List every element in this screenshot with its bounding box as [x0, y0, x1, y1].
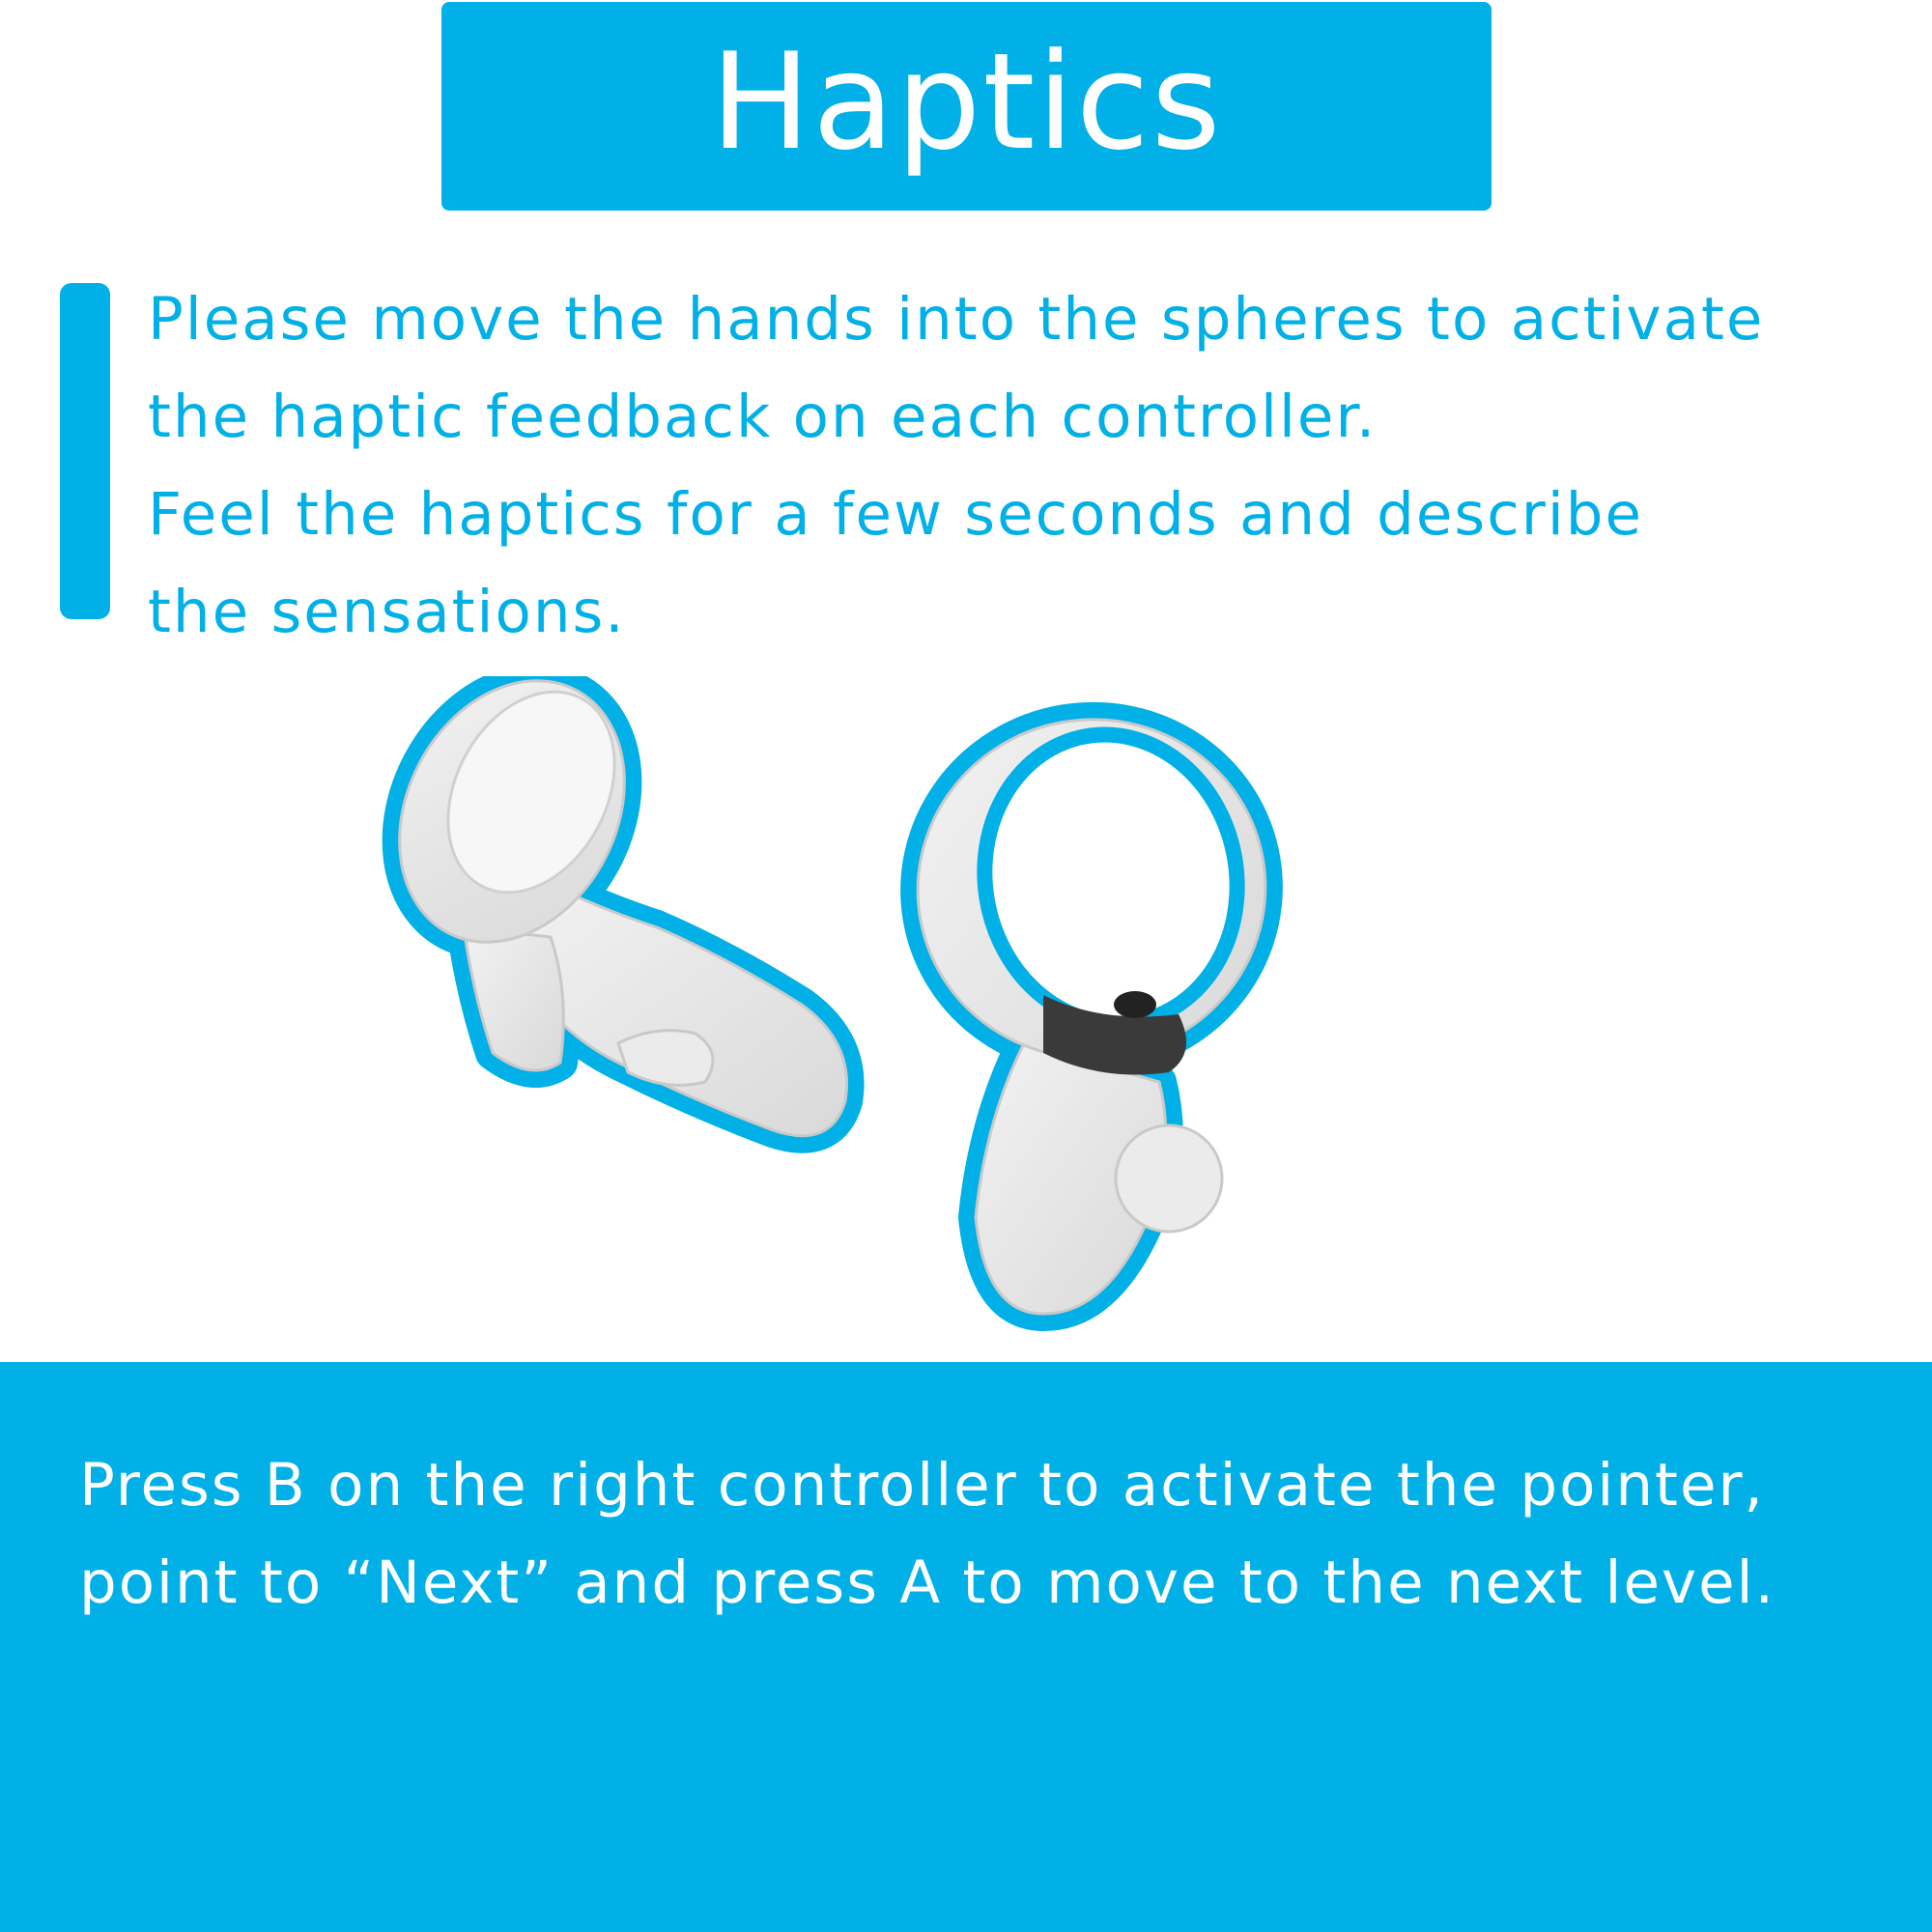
footer-instructions: Press B on the right controller to activ…	[79, 1436, 1915, 1632]
title-banner: Haptics	[441, 2, 1492, 211]
vr-controller-right-icon	[900, 701, 1283, 1331]
instruction-text-block: Please move the hands into the spheres t…	[148, 270, 1906, 661]
page-title: Haptics	[710, 24, 1223, 180]
footer-panel	[0, 1362, 1932, 1932]
footer-line: point to “Next” and press A to move to t…	[79, 1548, 1776, 1617]
instruction-line: the sensations.	[148, 578, 626, 646]
instruction-accent-bar	[60, 283, 110, 619]
controllers-illustration	[382, 676, 1283, 1331]
vr-controller-left-icon	[382, 676, 865, 1153]
instruction-line: Please move the hands into the spheres t…	[148, 285, 1765, 354]
instruction-line: the haptic feedback on each controller.	[148, 383, 1378, 451]
footer-line: Press B on the right controller to activ…	[79, 1451, 1765, 1520]
instruction-line: Feel the haptics for a few seconds and d…	[148, 480, 1644, 549]
